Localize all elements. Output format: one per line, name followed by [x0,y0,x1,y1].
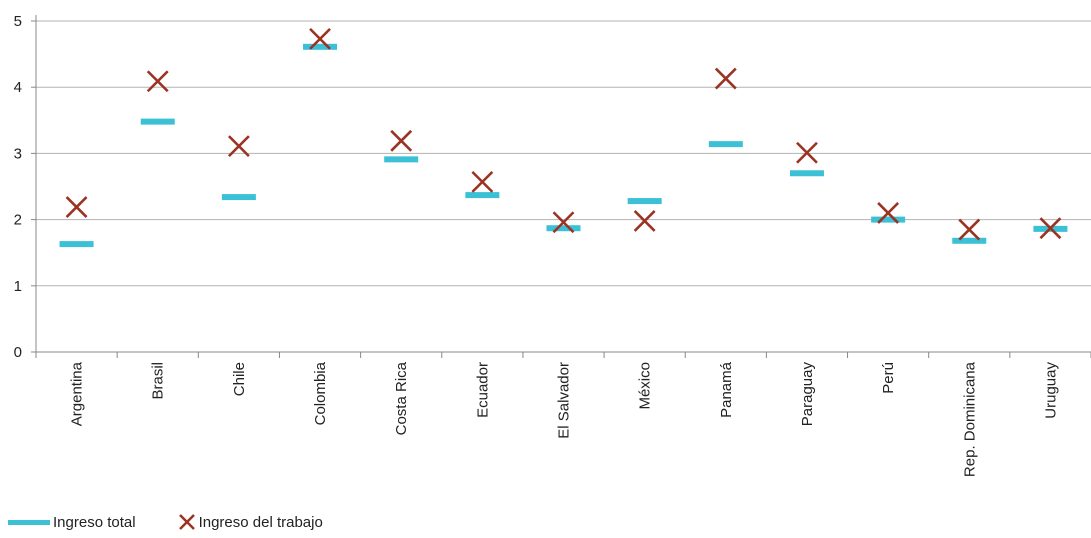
marker-ingreso-del-trabajo [714,67,737,90]
gridlines [36,20,1091,287]
marker-stroke [1039,217,1062,240]
x-tick-label: Ecuador [474,362,491,418]
x-tick-label: Chile [231,362,248,396]
y-tick-label: 3 [14,145,22,162]
marker-ingreso-total [140,118,175,125]
marker-stroke [714,67,737,90]
marker-ingreso-total [59,241,94,248]
marker-stroke [877,202,900,224]
x-tick-label: México [637,362,654,410]
marker-ingreso-total [221,194,256,201]
legend-swatch-x [178,514,195,530]
marker-stroke [471,170,494,193]
marker-ingreso-total [952,237,987,244]
x-tick-label: Rep. Dominicana [961,361,978,477]
marker-stroke [65,196,88,218]
legend-label: Ingreso del trabajo [198,513,323,531]
marker-ingreso-del-trabajo [227,135,250,158]
legend-label: Ingreso total [53,513,136,531]
marker-ingreso-del-trabajo [390,129,413,152]
marker-ingreso-del-trabajo [633,210,656,232]
x-tick-label: Brasil [150,362,167,400]
x-tick-label: Uruguay [1042,362,1059,419]
marker-ingreso-total [303,43,338,50]
marker-stroke [146,70,169,93]
marker-stroke [552,211,575,234]
marker-ingreso-total [871,216,906,223]
marker-ingreso-total [627,198,662,205]
marker-ingreso-del-trabajo [958,218,981,241]
marker-stroke [958,218,981,241]
marker-stroke [796,141,818,164]
marker-stroke [227,135,250,158]
marker-ingreso-total [546,225,581,232]
marker-ingreso-del-trabajo [65,196,88,218]
x-tick-labels: Argentina Brasil Chile Colombia Costa Rica Ec… [69,361,1060,477]
marker-ingreso-total [789,170,824,177]
marker-ingreso-del-trabajo [309,27,331,50]
y-tick-label: 1 [14,278,22,295]
y-tick-labels: 0 1 2 3 4 5 [14,13,22,361]
x-tick-label: Argentina [69,361,86,426]
x-tick-label: Panamá [718,361,735,418]
legend-swatch-dash [8,519,50,525]
marker-ingreso-del-trabajo [552,211,575,234]
marker-ingreso-del-trabajo [877,202,900,224]
legend-item-ingreso-del-trabajo: Ingreso del trabajo [178,513,323,531]
x-tick-label: Paraguay [799,362,816,427]
marker-ingreso-del-trabajo [146,70,169,93]
marker-stroke [633,210,656,232]
legend: Ingreso total Ingreso del trabajo [8,513,365,531]
data-series [59,27,1068,248]
marker-ingreso-total [384,156,419,163]
marker-ingreso-del-trabajo [796,141,818,164]
legend-item-ingreso-total: Ingreso total [8,514,136,531]
marker-stroke [390,129,413,152]
marker-stroke [309,27,331,50]
marker-ingreso-total [708,141,743,148]
y-tick-label: 0 [14,344,22,361]
y-tick-label: 4 [14,79,22,96]
axes [31,15,1091,358]
x-tick-label: El Salvador [556,362,573,439]
y-tick-label: 2 [14,212,22,229]
marker-ingreso-del-trabajo [1039,217,1062,240]
x-tick-label: Costa Rica [393,361,410,435]
x-tick-label: Perú [880,362,897,394]
x-tick-label: Colombia [312,361,329,425]
y-tick-label: 5 [14,13,22,30]
marker-ingreso-total [465,192,500,199]
marker-ingreso-del-trabajo [471,170,494,193]
